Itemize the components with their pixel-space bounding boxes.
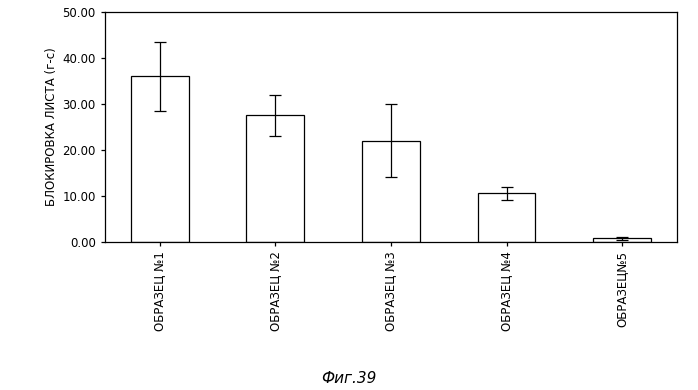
Bar <box>477 193 535 242</box>
Text: Фиг.39: Фиг.39 <box>321 371 377 386</box>
Bar <box>593 238 651 242</box>
Bar <box>362 140 419 242</box>
Bar <box>131 76 188 242</box>
Bar <box>246 115 304 242</box>
Y-axis label: БЛОКИРОВКА ЛИСТА (г-с): БЛОКИРОВКА ЛИСТА (г-с) <box>45 47 58 206</box>
